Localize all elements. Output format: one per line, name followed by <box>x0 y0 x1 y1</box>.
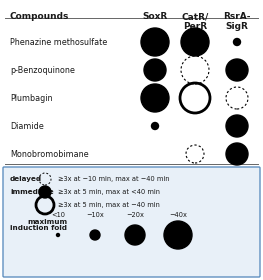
Circle shape <box>181 28 209 56</box>
Text: ≥3x at 5 min, max at −40 min: ≥3x at 5 min, max at −40 min <box>58 202 160 208</box>
Circle shape <box>90 230 100 240</box>
Text: Phenazine methosulfate: Phenazine methosulfate <box>10 38 107 46</box>
Text: delayed: delayed <box>10 176 42 182</box>
Text: <10: <10 <box>51 212 65 218</box>
Text: −10x: −10x <box>86 212 104 218</box>
Text: −20x: −20x <box>126 212 144 218</box>
Text: Diamide: Diamide <box>10 122 44 130</box>
Text: maximum
induction fold: maximum induction fold <box>10 218 67 232</box>
Circle shape <box>144 59 166 81</box>
Circle shape <box>57 234 59 237</box>
Text: Plumbagin: Plumbagin <box>10 94 53 102</box>
Circle shape <box>141 84 169 112</box>
FancyBboxPatch shape <box>3 167 260 277</box>
Text: ≥3x at −10 min, max at −40 min: ≥3x at −10 min, max at −40 min <box>58 176 169 182</box>
Text: ≥3x at 5 min, max at <40 min: ≥3x at 5 min, max at <40 min <box>58 189 160 195</box>
Text: Monobromobimane: Monobromobimane <box>10 150 89 158</box>
Text: Compounds: Compounds <box>10 12 69 21</box>
Text: p-Benzoquinone: p-Benzoquinone <box>10 66 75 74</box>
Circle shape <box>141 28 169 56</box>
Text: −40x: −40x <box>169 212 187 218</box>
Circle shape <box>164 221 192 249</box>
Circle shape <box>39 186 51 198</box>
Text: CatR/
PerR: CatR/ PerR <box>181 12 209 31</box>
Circle shape <box>226 143 248 165</box>
Circle shape <box>226 59 248 81</box>
Text: RsrA-
SigR: RsrA- SigR <box>223 12 251 31</box>
Text: immediate: immediate <box>10 189 54 195</box>
Circle shape <box>151 123 159 130</box>
Circle shape <box>125 225 145 245</box>
Text: SoxR: SoxR <box>142 12 168 21</box>
Circle shape <box>234 39 240 46</box>
Circle shape <box>226 115 248 137</box>
